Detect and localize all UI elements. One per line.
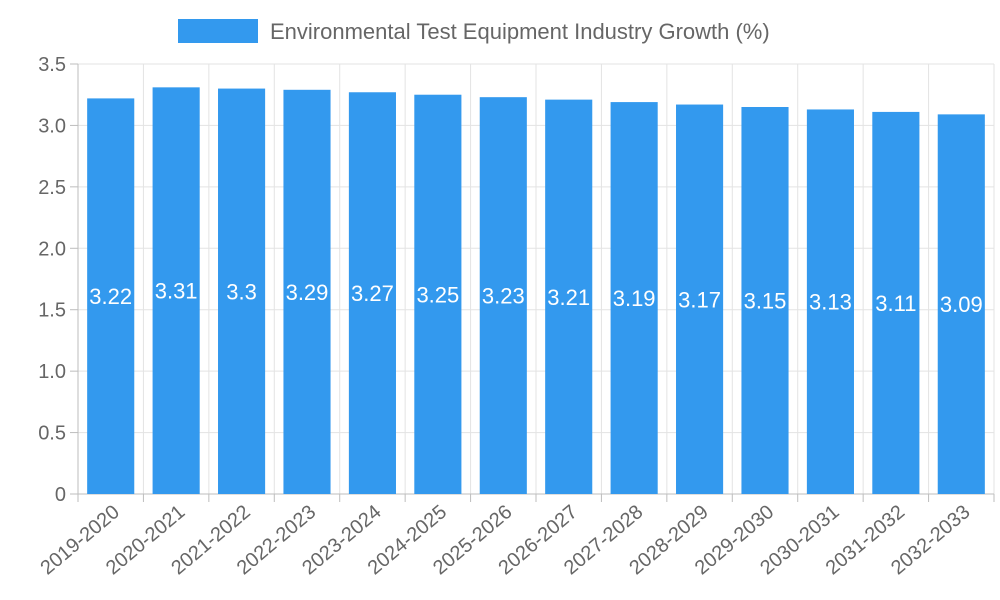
bar-value-label: 3.3 [226,279,257,304]
bar-value-label: 3.17 [678,287,721,312]
y-tick-label: 3.5 [38,54,66,76]
bar [741,107,789,494]
bar-value-label: 3.31 [155,279,198,304]
bar [479,97,527,495]
bar [348,92,396,494]
legend-swatch [178,19,258,43]
bar [152,87,200,494]
legend-label: Environmental Test Equipment Industry Gr… [270,19,770,44]
bar-value-label: 3.27 [351,281,394,306]
bar [937,114,985,494]
bar-value-label: 3.21 [547,285,590,310]
gridlines [77,63,995,495]
legend: Environmental Test Equipment Industry Gr… [178,19,770,44]
bar [545,99,593,494]
bar-value-label: 3.11 [875,291,916,316]
bar [414,94,462,494]
bar [87,98,135,495]
y-tick-label: 1.0 [38,361,66,383]
y-tick-label: 0 [55,484,66,506]
bar [872,111,920,495]
y-tick-label: 2.5 [38,177,66,199]
bar-value-label: 3.25 [416,282,459,307]
bar-value-label: 3.15 [744,289,787,314]
y-tick-label: 2.0 [38,238,66,260]
bar [218,88,266,495]
y-axis: 0 0.5 1.0 1.5 2.0 2.5 3.0 3.5 [38,54,79,506]
bar-value-label: 3.29 [286,280,329,305]
bar-value-label: 3.13 [809,290,852,315]
y-tick-label: 3.0 [38,115,66,137]
value-labels: 3.22 3.31 3.3 3.29 3.27 3.25 3.23 3.21 3.19 3.17 3… [89,279,982,318]
bar-value-label: 3.09 [940,292,983,317]
bar [610,102,658,494]
bars [87,87,985,495]
bar [283,89,331,495]
y-tick-label: 1.5 [38,300,66,322]
bar-value-label: 3.19 [613,286,656,311]
bar-value-label: 3.22 [89,284,132,309]
x-axis: 2019-20202020-20212021-20222022-20232023… [37,493,995,579]
bar-value-label: 3.23 [482,284,525,309]
bar [806,109,854,494]
y-tick-label: 0.5 [38,423,66,445]
bar [676,104,724,495]
